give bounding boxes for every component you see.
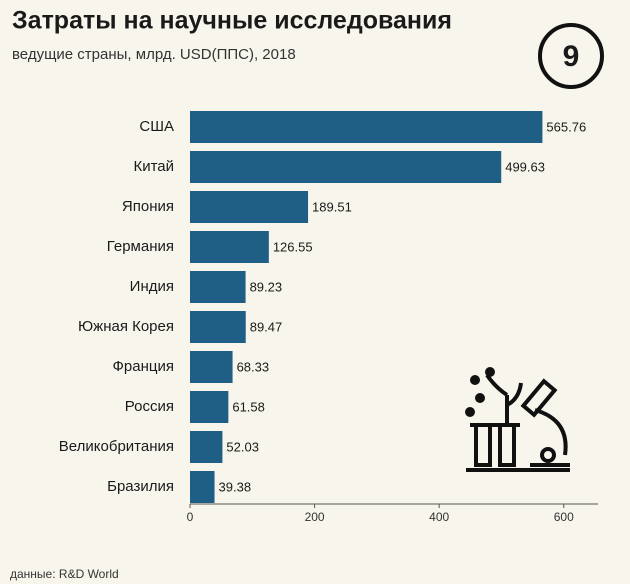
bar [190, 431, 223, 463]
badge-circle [538, 23, 604, 89]
value-label: 565.76 [546, 119, 586, 134]
value-label: 52.03 [226, 439, 259, 454]
bar [190, 311, 246, 343]
bar [190, 111, 543, 143]
value-label: 39.38 [219, 479, 252, 494]
x-tick-label: 0 [187, 510, 194, 524]
bar [190, 231, 269, 263]
y-tick-label: Индия [130, 278, 174, 295]
bar [190, 191, 309, 223]
y-tick-label: США [139, 118, 174, 135]
chart-title: Затраты на научные исследования [12, 7, 452, 35]
value-label: 61.58 [232, 399, 265, 414]
y-tick-label: Франция [113, 358, 174, 375]
bar [190, 391, 229, 423]
value-label: 189.51 [312, 199, 352, 214]
bar [190, 351, 233, 383]
y-tick-label: Бразилия [107, 478, 174, 495]
bar [190, 471, 215, 503]
bar [190, 151, 502, 183]
science-icon [465, 367, 570, 472]
x-tick-label: 400 [429, 510, 449, 524]
y-tick-label: Япония [122, 198, 174, 215]
x-tick-label: 600 [554, 510, 574, 524]
value-label: 126.55 [273, 239, 313, 254]
value-label: 89.47 [250, 319, 283, 334]
x-tick-label: 200 [305, 510, 325, 524]
badge: 9 [563, 40, 580, 73]
y-tick-label: Великобритания [59, 438, 174, 455]
y-tick-label: Южная Корея [78, 318, 174, 335]
y-tick-label: Германия [107, 238, 174, 255]
value-label: 499.63 [505, 159, 545, 174]
source: данные: R&D World [10, 567, 119, 581]
value-label: 89.23 [250, 279, 283, 294]
value-label: 68.33 [237, 359, 270, 374]
chart-subtitle: ведущие страны, млрд. USD(ППС), 2018 [12, 46, 296, 63]
y-tick-label: Россия [125, 398, 174, 415]
bar [190, 271, 246, 303]
y-tick-label: Китай [133, 158, 174, 175]
